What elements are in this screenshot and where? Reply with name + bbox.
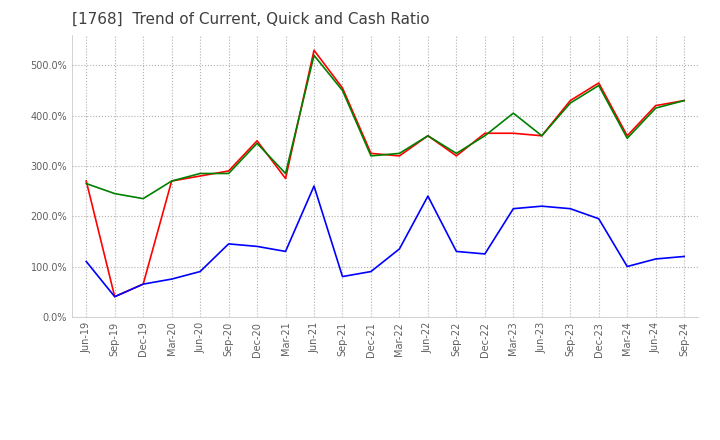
Text: [1768]  Trend of Current, Quick and Cash Ratio: [1768] Trend of Current, Quick and Cash … bbox=[72, 12, 430, 27]
Legend: Current Ratio, Quick Ratio, Cash Ratio: Current Ratio, Quick Ratio, Cash Ratio bbox=[199, 435, 571, 440]
